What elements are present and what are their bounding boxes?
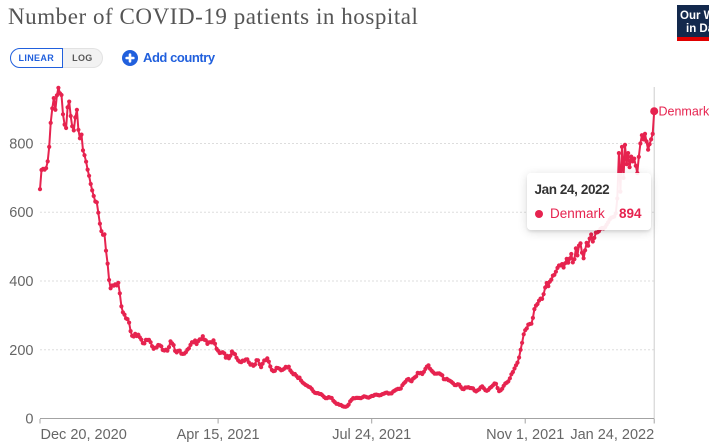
svg-text:Jan 24, 2022: Jan 24, 2022 bbox=[570, 427, 654, 443]
svg-text:800: 800 bbox=[9, 137, 33, 153]
svg-text:Apr 15, 2021: Apr 15, 2021 bbox=[177, 427, 260, 443]
svg-text:Jul 24, 2021: Jul 24, 2021 bbox=[332, 427, 411, 443]
svg-text:Dec 20, 2020: Dec 20, 2020 bbox=[41, 427, 127, 443]
svg-text:400: 400 bbox=[9, 274, 33, 290]
svg-text:200: 200 bbox=[9, 343, 33, 359]
svg-text:Nov 1, 2021: Nov 1, 2021 bbox=[486, 427, 564, 443]
svg-text:600: 600 bbox=[9, 205, 33, 221]
svg-text:0: 0 bbox=[25, 412, 33, 428]
